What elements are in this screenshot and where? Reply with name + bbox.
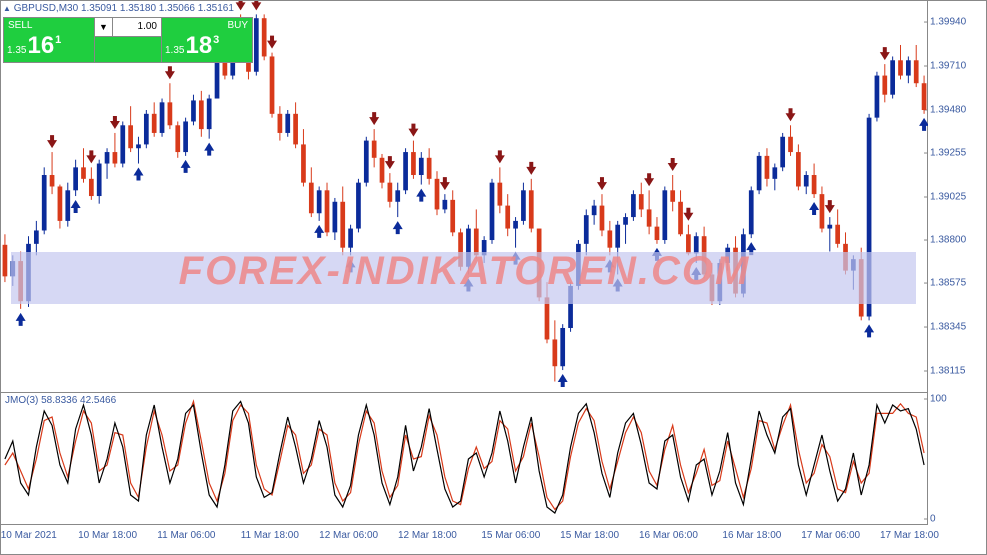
chart-container: ▲ GBPUSD,M30 1.35091 1.35180 1.35066 1.3… bbox=[0, 0, 987, 555]
x-label: 12 Mar 18:00 bbox=[398, 530, 457, 541]
x-label: 11 Mar 18:00 bbox=[241, 530, 299, 541]
main-yaxis: 1.38115 1.38345 1.38575 1.38800 1.39025 1.392… bbox=[926, 1, 986, 393]
x-label: 15 Mar 06:00 bbox=[481, 530, 540, 541]
y-label: 1.39480 bbox=[930, 104, 966, 115]
ohlc-text: 1.35091 1.35180 1.35066 1.35161 bbox=[81, 3, 234, 14]
y-label: 1.39255 bbox=[930, 148, 966, 159]
x-label: 10 Mar 2021 bbox=[1, 530, 57, 541]
qty-panel-bottom bbox=[95, 37, 161, 62]
indicator-svg bbox=[1, 393, 928, 525]
watermark-text: FOREX-INDIKATOREN.COM bbox=[1, 249, 928, 294]
y-label: 100 bbox=[930, 394, 947, 405]
y-label: 1.39025 bbox=[930, 192, 966, 203]
y-label: 1.38575 bbox=[930, 278, 966, 289]
y-label: 1.38800 bbox=[930, 235, 966, 246]
y-label: 1.38115 bbox=[930, 366, 965, 377]
indicator-chart[interactable]: JMO(3) 58.8336 42.5466 bbox=[1, 393, 928, 525]
triangle-icon: ▲ bbox=[3, 4, 11, 13]
x-label: 10 Mar 18:00 bbox=[78, 530, 137, 541]
buy-price: 1.35 18 3 bbox=[162, 33, 252, 62]
sell-label: SELL bbox=[4, 18, 94, 33]
y-label: 1.39940 bbox=[930, 17, 966, 28]
chart-header: ▲ GBPUSD,M30 1.35091 1.35180 1.35066 1.3… bbox=[3, 3, 234, 14]
x-label: 17 Mar 18:00 bbox=[880, 530, 939, 541]
qty-input[interactable]: 1.00 bbox=[113, 18, 161, 36]
sell-button[interactable]: SELL 1.35 16 1 bbox=[3, 17, 95, 63]
symbol-text: GBPUSD,M30 bbox=[14, 3, 78, 14]
indicator-label: JMO(3) 58.8336 42.5466 bbox=[5, 395, 116, 406]
x-label: 16 Mar 06:00 bbox=[639, 530, 698, 541]
sell-price: 1.35 16 1 bbox=[4, 33, 94, 62]
y-label: 1.38345 bbox=[930, 322, 966, 333]
qty-panel: ▼ 1.00 bbox=[95, 17, 161, 63]
x-label: 12 Mar 06:00 bbox=[319, 530, 378, 541]
buy-button[interactable]: BUY 1.35 18 3 bbox=[161, 17, 253, 63]
xaxis: 10 Mar 2021 10 Mar 18:00 11 Mar 06:00 11 Ma… bbox=[1, 524, 987, 554]
buy-label: BUY bbox=[162, 18, 252, 33]
y-label: 1.39710 bbox=[930, 61, 966, 72]
x-label: 17 Mar 06:00 bbox=[801, 530, 860, 541]
trade-panel: SELL 1.35 16 1 ▼ 1.00 BUY 1.35 18 3 bbox=[3, 17, 253, 63]
qty-dropdown[interactable]: ▼ bbox=[95, 18, 113, 36]
x-label: 16 Mar 18:00 bbox=[722, 530, 781, 541]
indicator-yaxis: 0 100 bbox=[926, 393, 986, 525]
y-label: 0 bbox=[930, 514, 936, 525]
x-label: 11 Mar 06:00 bbox=[157, 530, 215, 541]
x-label: 15 Mar 18:00 bbox=[560, 530, 619, 541]
